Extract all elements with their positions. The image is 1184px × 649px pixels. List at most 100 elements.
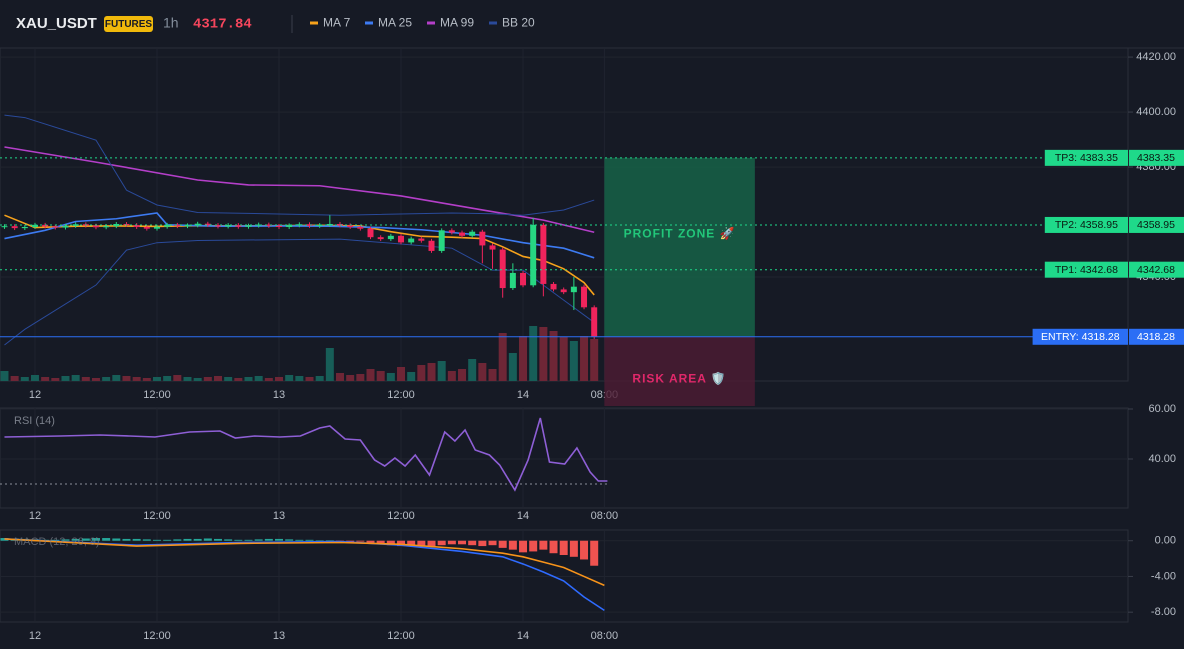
price-tag-label: 4318.28: [1137, 331, 1175, 343]
histogram-bar: [51, 539, 60, 541]
histogram-bar: [234, 539, 243, 541]
series-line: [4, 538, 605, 612]
histogram-bar: [508, 540, 517, 550]
volume-bar: [315, 376, 324, 381]
x-tick-label: 12: [29, 389, 41, 401]
histogram-bar: [244, 539, 253, 541]
x-tick-label: 14: [517, 630, 529, 642]
volume-bar: [122, 376, 131, 381]
histogram-bar: [529, 540, 538, 552]
candle-body: [276, 225, 283, 228]
volume-bar: [447, 371, 456, 381]
candle-body: [448, 230, 455, 233]
histogram-bar: [163, 539, 172, 541]
volume-bar: [183, 377, 192, 381]
y-tick-label: 4400.00: [1136, 106, 1176, 118]
volume-bar: [244, 377, 253, 381]
histogram-bar: [81, 538, 90, 541]
histogram-bar: [447, 540, 456, 545]
candle-body: [225, 225, 232, 227]
level-tag: [1044, 149, 1128, 166]
candle-body: [286, 225, 293, 228]
volume-bar: [173, 375, 182, 381]
candle-body: [326, 223, 333, 226]
histogram-bar: [224, 539, 233, 541]
candle-body: [509, 272, 516, 289]
volume-bar: [427, 363, 436, 381]
candle-body: [103, 226, 110, 228]
x-tick-label: 12: [29, 630, 41, 642]
x-tick-label: 08:00: [591, 630, 619, 642]
candle-body: [479, 231, 486, 246]
badge: FUTURES: [105, 19, 153, 30]
histogram-bar: [488, 540, 497, 546]
x-tick-label: 14: [517, 389, 529, 401]
histogram-bar: [519, 540, 528, 553]
volume-bar: [569, 341, 578, 381]
candle-body: [591, 307, 598, 337]
histogram-bar: [295, 539, 304, 541]
interval: 1h: [163, 15, 179, 31]
panel-frame: [0, 407, 1129, 509]
series-lower-line: [4, 238, 595, 346]
candle-body: [418, 238, 425, 241]
legend-label: BB 20: [502, 16, 535, 30]
histogram-bar: [71, 538, 80, 541]
histogram-bar: [315, 540, 324, 541]
histogram-bar: [559, 540, 568, 556]
x-tick-label: 13: [273, 510, 285, 522]
candle-body: [560, 289, 567, 293]
candle-body: [367, 228, 374, 238]
histogram-bar: [275, 538, 284, 541]
x-tick-label: 14: [517, 510, 529, 522]
histogram-bar: [590, 540, 599, 566]
histogram-bar: [580, 540, 589, 560]
volume-bar: [264, 378, 273, 381]
candle-body: [11, 226, 18, 229]
candle-body: [581, 286, 588, 308]
price-tag-label: 4342.68: [1137, 264, 1175, 276]
volume-bar: [71, 375, 80, 381]
histogram-bar: [183, 538, 192, 541]
candle-body: [357, 227, 364, 229]
last-price: 4317.84: [193, 17, 252, 33]
series-line: [4, 214, 595, 296]
level-tag: [1044, 261, 1128, 278]
candle-body: [489, 245, 496, 250]
y-tick-label: 40.00: [1148, 453, 1176, 465]
volume-bar: [0, 371, 9, 381]
volume-bar: [152, 377, 161, 381]
symbol: XAU_USDT: [16, 15, 97, 32]
price-tag-label: 4383.35: [1137, 152, 1175, 164]
x-tick-label: 12: [29, 510, 41, 522]
x-tick-label: 12:00: [387, 630, 415, 642]
volume-bar: [112, 375, 121, 381]
volume-bar: [580, 336, 589, 381]
histogram-bar: [376, 540, 385, 545]
histogram-bar: [386, 540, 395, 546]
series-line: [4, 538, 605, 587]
candle-body: [31, 224, 38, 228]
volume-bar: [142, 378, 151, 381]
histogram-bar: [407, 540, 416, 546]
volume-bar: [468, 359, 477, 381]
candle-body: [469, 231, 476, 236]
candle-body: [164, 224, 171, 227]
volume-bar: [376, 371, 385, 381]
histogram-bar: [173, 539, 182, 541]
volume-bar: [285, 375, 294, 381]
histogram-bar: [152, 539, 161, 541]
x-tick-label: 12:00: [143, 510, 171, 522]
histogram-bar: [356, 540, 365, 542]
histogram-bar: [325, 540, 334, 541]
level-tag: [1032, 328, 1128, 345]
level-tag-label: TP3: 4383.35: [1055, 152, 1118, 164]
volume-bar: [488, 369, 497, 381]
candle-body: [296, 224, 303, 226]
volume-bar: [539, 327, 548, 381]
volume-bar: [132, 377, 141, 381]
histogram-bar: [468, 540, 477, 546]
volume-bar: [549, 331, 558, 381]
volume-bar: [325, 348, 334, 381]
x-tick-label: 08:00: [591, 510, 619, 522]
